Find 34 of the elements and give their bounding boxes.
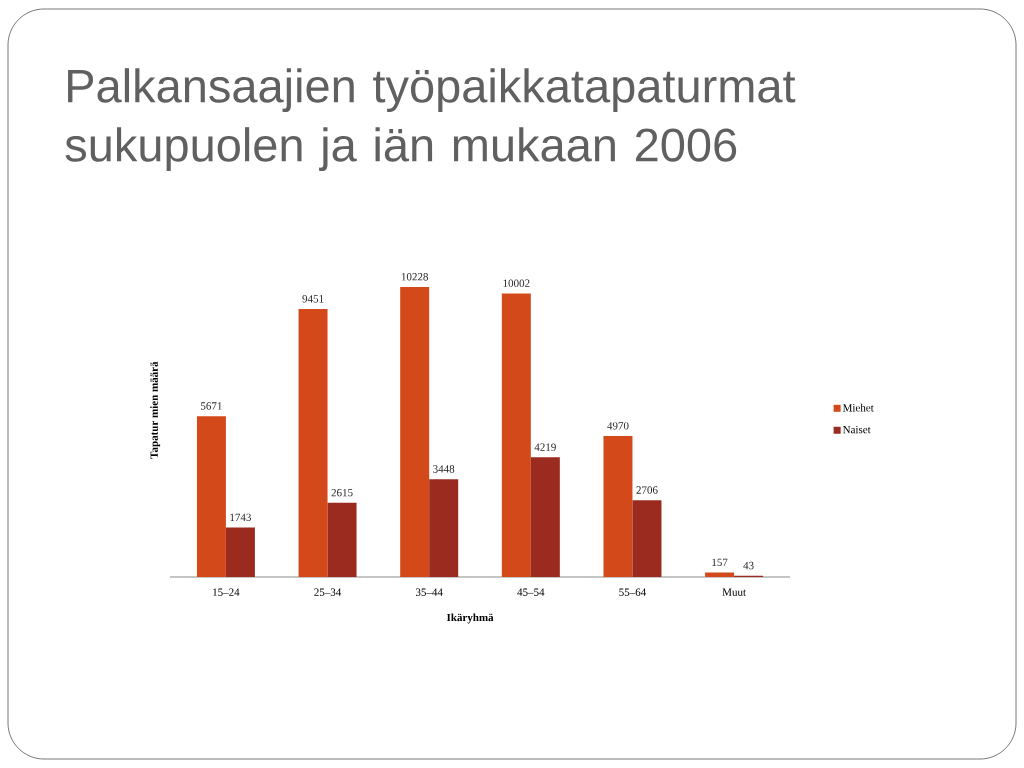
bar bbox=[501, 293, 531, 577]
x-axis-title: Ikäryhmä bbox=[446, 613, 494, 624]
x-tick-label: 35–44 bbox=[415, 588, 443, 596]
data-label: 4219 bbox=[534, 443, 556, 451]
data-label: 157 bbox=[712, 558, 728, 567]
x-tick-label: Muut bbox=[722, 588, 746, 596]
bar bbox=[603, 436, 633, 577]
bar bbox=[225, 527, 255, 577]
data-label: 2706 bbox=[636, 486, 658, 494]
data-label: 10002 bbox=[503, 279, 530, 287]
data-label: 9451 bbox=[302, 295, 324, 303]
y-axis-title: Tapatur mien määrä bbox=[150, 361, 161, 459]
data-label: 1743 bbox=[230, 513, 251, 522]
legend-label: Naiset bbox=[842, 425, 871, 434]
bar bbox=[705, 572, 735, 577]
chart-title: Palkansaajien työpaikkatapaturmat sukupuolen ja iän mukaan 2006 bbox=[65, 68, 796, 171]
data-label: 4970 bbox=[607, 422, 629, 430]
legend-label: Miehet bbox=[842, 403, 874, 412]
data-label: 2615 bbox=[331, 488, 353, 497]
bar bbox=[327, 502, 357, 577]
data-label: 43 bbox=[743, 561, 754, 570]
bar bbox=[196, 416, 226, 577]
data-label: 5671 bbox=[201, 402, 222, 410]
data-label: 3448 bbox=[433, 465, 455, 473]
data-label: 10228 bbox=[401, 273, 429, 281]
bar bbox=[298, 309, 328, 577]
bar bbox=[400, 286, 430, 577]
x-tick-label: 55–64 bbox=[619, 588, 647, 596]
x-tick-label: 45–54 bbox=[517, 588, 545, 596]
x-tick-label: 15–24 bbox=[213, 588, 240, 596]
bar bbox=[530, 457, 560, 577]
x-tick-label: 25–34 bbox=[314, 588, 342, 596]
bar bbox=[632, 500, 662, 577]
bar bbox=[429, 479, 459, 577]
